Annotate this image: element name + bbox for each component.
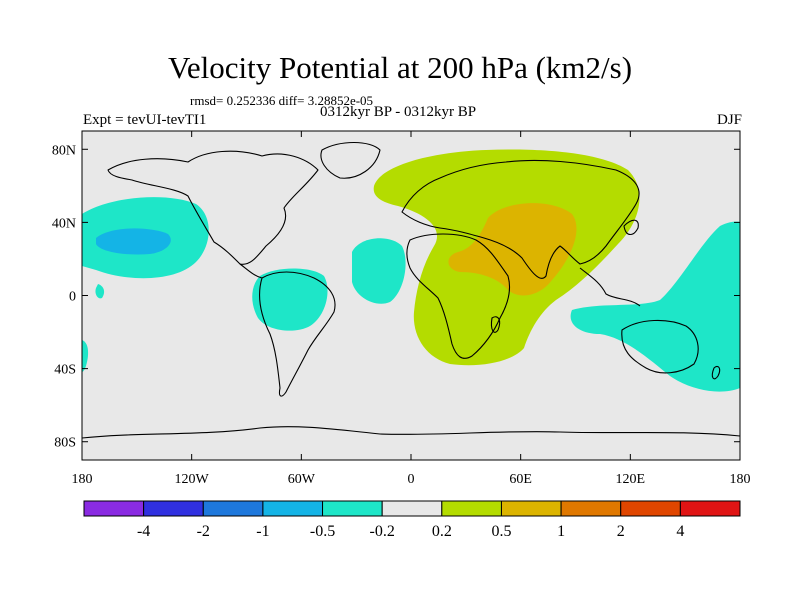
colorbar-swatch <box>560 500 622 517</box>
coast-europe-asia <box>401 159 640 279</box>
contour-negative-core-pacific <box>96 228 171 255</box>
colorbar-label: -0.5 <box>310 523 335 540</box>
season-label: DJF <box>716 112 742 128</box>
coast-greenland <box>320 142 381 179</box>
x-tick-label: 180 <box>730 472 751 487</box>
contour-negative-tropical-atlantic <box>352 238 406 304</box>
colorbar-swatch <box>262 500 324 517</box>
experiment-label: Expt = tevUI-tevTI1 <box>83 112 207 128</box>
coast-japan <box>623 219 639 236</box>
coast-south-america <box>259 271 336 397</box>
coastlines <box>82 142 740 439</box>
coast-australia <box>621 319 699 374</box>
coast-antarctica <box>82 426 740 439</box>
map-axes: 180 120W 60W 0 60E 120E 180 80N 40N 0 40S 80S <box>52 131 751 487</box>
coast-central-america <box>239 263 263 279</box>
coast-new-zealand <box>711 365 721 380</box>
period-label: 0312kyr BP - 0312kyr BP <box>320 104 477 120</box>
coast-madagascar <box>490 316 501 333</box>
y-tick-label: 40N <box>52 216 76 231</box>
x-tick-label: 60E <box>509 472 532 487</box>
colorbar-label: 4 <box>676 523 684 540</box>
x-tick-label: 0 <box>408 472 415 487</box>
contour-negative-south-america <box>252 268 328 331</box>
colorbar-label: 2 <box>617 523 625 540</box>
y-tick-label: 80S <box>54 436 76 451</box>
colorbar-swatch <box>83 500 145 517</box>
stats-line: rmsd= 0.252336 diff= 3.28852e-05 <box>190 93 374 108</box>
contour-negative-west-pacific <box>570 221 740 392</box>
colorbar-label: -2 <box>197 523 210 540</box>
colorbar-label: 1 <box>557 523 565 540</box>
contour-negative-east-pacific <box>95 284 105 299</box>
contour-positive-middle-east-core <box>448 203 577 296</box>
velocity-potential-field <box>82 149 740 392</box>
colorbar-label: -1 <box>256 523 269 540</box>
x-tick-label: 180 <box>72 472 93 487</box>
colorbar-swatch <box>679 500 741 517</box>
coast-north-america <box>107 150 319 265</box>
map-title: Velocity Potential at 200 hPa (km2/s) <box>167 50 633 85</box>
colorbar-swatch <box>202 500 264 517</box>
colorbar-label: -0.2 <box>370 523 395 540</box>
colorbar-swatch <box>322 500 383 517</box>
x-tick-label: 120W <box>175 472 210 487</box>
contour-negative-south-pacific-edge <box>82 340 89 372</box>
y-tick-label: 40S <box>54 363 76 378</box>
y-tick-label: 0 <box>69 290 76 305</box>
y-tick-label: 80N <box>52 143 76 158</box>
colorbar: -4 -2 -1 -0.5 -0.2 0.2 0.5 1 2 4 <box>83 500 741 540</box>
colorbar-swatch <box>381 500 443 517</box>
coast-southeast-asia <box>579 267 641 307</box>
coast-africa <box>406 233 511 359</box>
x-tick-label: 60W <box>288 472 316 487</box>
colorbar-label: 0.5 <box>491 523 511 540</box>
colorbar-swatch <box>500 500 562 517</box>
colorbar-label: 0.2 <box>432 523 452 540</box>
colorbar-swatch <box>143 500 204 517</box>
x-tick-label: 120E <box>616 472 646 487</box>
colorbar-label: -4 <box>137 523 150 540</box>
colorbar-swatch <box>441 500 502 517</box>
colorbar-swatch <box>620 500 681 517</box>
